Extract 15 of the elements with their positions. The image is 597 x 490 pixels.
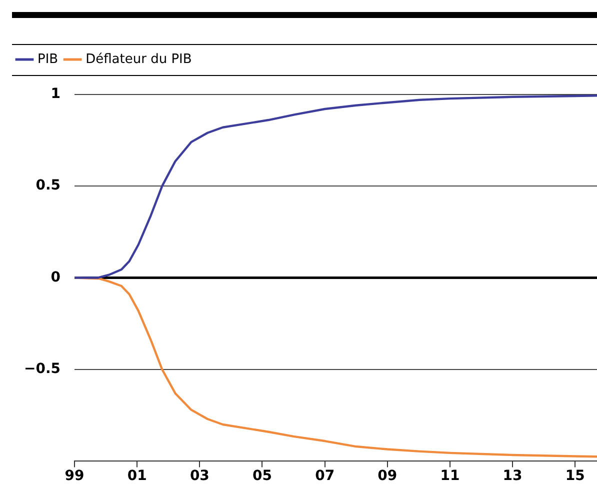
y-tick-label: 1 xyxy=(50,86,61,102)
x-tick-label: 15 xyxy=(565,468,585,484)
x-tick-label: 03 xyxy=(190,468,210,484)
legend-label: Déflateur du PIB xyxy=(86,52,192,67)
x-tick-label: 11 xyxy=(440,468,460,484)
legend-label: PIB xyxy=(38,52,58,67)
x-tick-label: 07 xyxy=(315,468,335,484)
x-tick-label: 99 xyxy=(64,468,84,484)
y-tick-label: 0.5 xyxy=(36,178,61,194)
x-tick-label: 01 xyxy=(127,468,147,484)
x-tick-label: 05 xyxy=(252,468,272,484)
y-tick-label: 0 xyxy=(50,269,61,286)
y-tick-label: −0.5 xyxy=(24,361,61,378)
x-tick-label: 09 xyxy=(378,468,398,484)
x-tick-label: 13 xyxy=(502,468,522,484)
